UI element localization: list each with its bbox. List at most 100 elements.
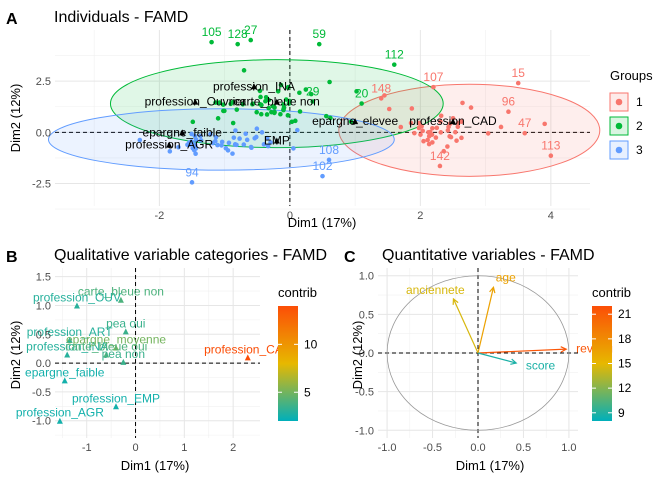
category-marker [120,358,127,365]
legend-label-1: 1 [636,95,643,109]
panel-c-xtick-label: 0.5 [516,442,531,454]
group-2-point [215,116,221,121]
panel-a-points [137,37,554,185]
group-3-point [268,140,273,145]
group-2-point [283,97,289,102]
panel-a-ytick-label: 0.0 [36,127,51,139]
group-1-point [548,153,554,159]
category-label: profession_CAD [409,114,497,128]
colorbar-tick-label: 12 [618,381,632,395]
point-label: 112 [385,48,404,62]
group-1-point [446,124,451,130]
category-label: profession_CAD [204,342,292,356]
panel-c-colorbar-ticks: 21 18 15 12 9 [592,307,632,420]
panel-c-xtick-label: 0.0 [470,442,485,454]
panel-c-ytick-label: 0.5 [359,309,374,321]
point-label: 128 [228,27,248,41]
group-2-point [285,84,291,90]
group-3-point [192,142,198,148]
category-label: epargne_faible [143,125,223,139]
category-label: carte_bleue non [78,285,164,299]
category-label: pea non [102,347,145,361]
panel-a-xtick-label: 0 [287,210,293,222]
group-3-point [198,133,203,139]
group-1-point [378,96,384,101]
panel-a-ytick-label: -2.5 [32,178,51,190]
panel-c-xlabel: Dim1 (17%) [456,458,525,473]
point-label: 47 [518,116,532,130]
group-2-point [240,101,246,107]
group-2-point [213,100,218,105]
category-label: EMP [264,134,290,148]
panel-b-xlabel: Dim1 (17%) [121,458,190,473]
group-2-point [217,100,222,105]
group-2-point [258,94,263,100]
panel-c-ticks: -1.0 -0.5 0.0 0.5 1.0 1.0 0.5 0.0 -0.5 -1.0 [355,271,577,454]
panel-a: A Individuals - FAMD profession_INAprofe… [6,9,653,230]
group-2-point [281,107,286,113]
category-marker [244,354,251,361]
point-label: 107 [423,70,443,84]
panel-b-ytick-label: -1.0 [32,416,51,428]
group-2-point [258,111,264,117]
point-label: 105 [202,25,222,39]
group-3-point [326,157,332,163]
panel-c-ytick-label: -1.0 [355,425,374,437]
group-1-point [455,120,461,126]
group-1-point [433,135,439,140]
category-label: epargne_elevee [312,114,398,128]
group-2-point [348,119,354,125]
group-2-point [278,111,283,117]
category-label: profession_INA [213,79,295,93]
panel-a-tag: A [6,11,18,28]
panel-b-tag: B [6,249,18,266]
panel-c-colorbar [592,306,612,421]
colorbar-tick-label: 10 [304,337,318,351]
group-2-point [359,101,364,106]
group-1-point [498,124,504,130]
group-1-point [437,163,443,169]
category-marker [449,118,456,125]
panel-b-ylabel: Dim2 (12%) [8,321,23,390]
group-1-point [445,128,451,133]
group-1-point [454,138,459,143]
category-marker [66,337,73,344]
group-2-point [297,90,302,96]
group-1-point [438,119,443,124]
group-3-point [264,135,270,141]
group-3-point [237,136,242,141]
group-3-point [265,143,271,149]
panel-b-ytick-label: 0.5 [36,329,51,341]
group-1-point [430,125,435,131]
colorbar-tick-label: 21 [618,307,632,321]
group-2-point [270,103,276,109]
correlation-circle [386,275,570,431]
group-2-point [297,109,303,114]
panel-a-xtick-label: 2 [417,210,423,222]
group-1-point [426,141,432,147]
category-marker [64,351,71,358]
panel-a-legend: 1 2 3 [609,92,643,160]
category-marker [352,118,359,125]
group-1-point [426,133,432,139]
panel-b-grid [55,268,260,438]
group-2-point [234,107,240,112]
panel-c-xtick-label: 1.0 [561,442,576,454]
group-3-point [176,144,181,150]
category-marker [122,328,129,335]
group-1-point [431,84,436,90]
group-1-point [438,113,444,119]
group-1-point [418,132,423,137]
category-label: profession_Ouvrier [145,95,246,109]
panel-a-grid [55,30,590,210]
vector-arrowhead [510,358,518,365]
group-1-point [485,131,491,136]
group-2-point [263,98,268,104]
group-1-point [426,129,431,135]
panel-a-category-labels: profession_INA profession_Ouvriercarte_bl… [125,79,497,151]
group-3-point [249,145,254,150]
group-3-point [291,146,296,151]
panel-a-legend-title: Groups [610,68,653,83]
panel-a-xtick-label: 4 [548,210,554,222]
